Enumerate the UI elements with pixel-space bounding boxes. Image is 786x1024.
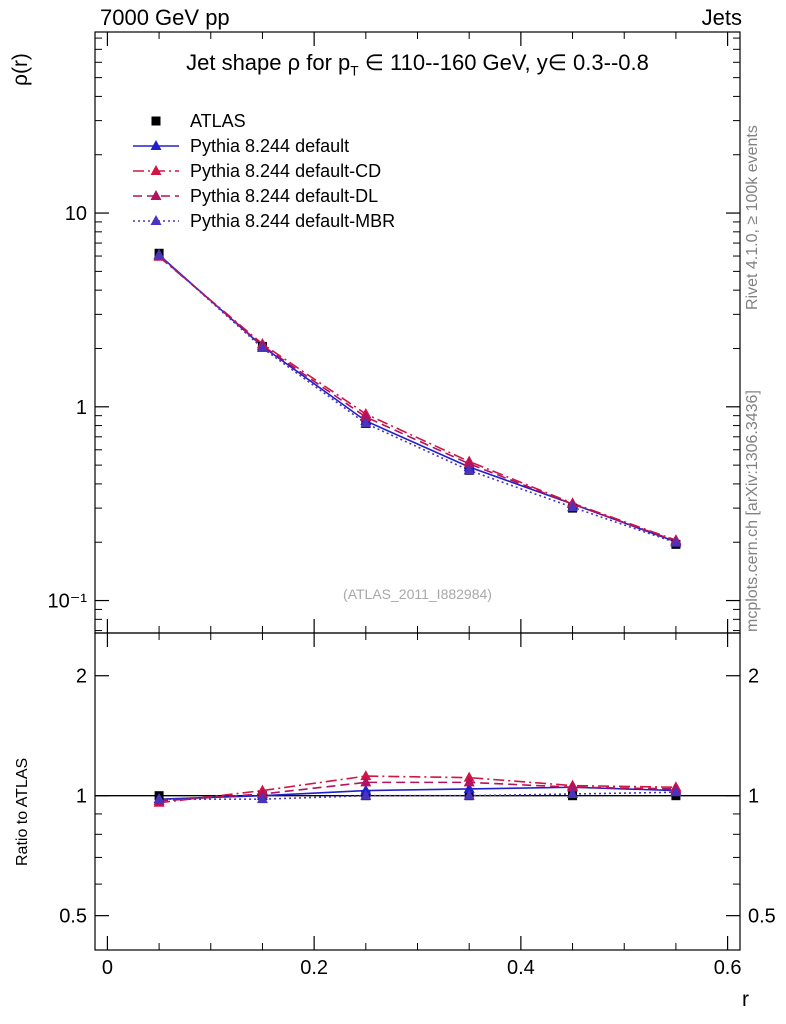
svg-text:10: 10 (65, 203, 87, 225)
svg-text:2: 2 (76, 666, 87, 688)
legend-marker-pythia-default-dl (133, 190, 179, 200)
legend-item-atlas: ATLAS (132, 110, 395, 132)
plot-title-subscript: T (350, 63, 359, 79)
analysis-id-watermark: (ATLAS_2011_I882984) (343, 586, 492, 602)
legend-label-atlas: ATLAS (190, 110, 246, 131)
legend-item-pythia-default-mbr: Pythia 8.244 default-MBR (132, 210, 395, 232)
plot-title: Jet shape ρ for pT ∈ 110--160 GeV, y∈ 0.… (95, 50, 740, 78)
svg-text:1: 1 (76, 397, 87, 419)
svg-text:1: 1 (748, 786, 759, 808)
plot-title-pre: Jet shape ρ for p (186, 50, 351, 75)
beam-energy-label: 7000 GeV pp (100, 5, 230, 30)
svg-text:0.4: 0.4 (507, 957, 535, 979)
legend-item-pythia-default: Pythia 8.244 default (132, 135, 395, 157)
svg-text:1: 1 (76, 786, 87, 808)
legend-label-pythia-default: Pythia 8.244 default (190, 135, 350, 156)
legend: ATLAS Pythia 8.244 default Pythia 8.244 … (132, 110, 395, 232)
svg-text:0.5: 0.5 (59, 906, 87, 928)
svg-text:0: 0 (102, 957, 113, 979)
svg-text:10⁻¹: 10⁻¹ (48, 591, 88, 613)
legend-marker-pythia-default (133, 140, 179, 150)
legend-label-pythia-default-mbr: Pythia 8.244 default-MBR (190, 210, 396, 231)
legend-marker-pythia-default-mbr (133, 215, 179, 225)
legend-label-pythia-default-cd: Pythia 8.244 default-CD (190, 160, 382, 181)
y-axis-label-ratio: Ratio to ATLAS (14, 758, 31, 866)
x-axis-label: r (742, 988, 749, 1011)
legend-item-pythia-default-cd: Pythia 8.244 default-CD (132, 160, 395, 182)
analysis-group-label: Jets (701, 5, 742, 30)
rivet-version-note: Rivet 4.1.0, ≥ 100k events (744, 125, 761, 310)
mcplots-arxiv-note: mcplots.cern.ch [arXiv:1306.3436] (744, 390, 761, 632)
y-axis-label-main: ρ(r) (9, 53, 32, 86)
svg-text:0.6: 0.6 (714, 957, 742, 979)
legend-label-pythia-default-dl: Pythia 8.244 default-DL (190, 185, 379, 206)
plot-title-post: ∈ 110--160 GeV, y∈ 0.3--0.8 (358, 50, 649, 75)
svg-text:2: 2 (748, 666, 759, 688)
legend-marker-atlas (151, 116, 161, 126)
svg-text:0.5: 0.5 (748, 906, 776, 928)
legend-item-pythia-default-dl: Pythia 8.244 default-DL (132, 185, 395, 207)
svg-text:0.2: 0.2 (300, 957, 328, 979)
legend-marker-pythia-default-cd (133, 165, 179, 175)
